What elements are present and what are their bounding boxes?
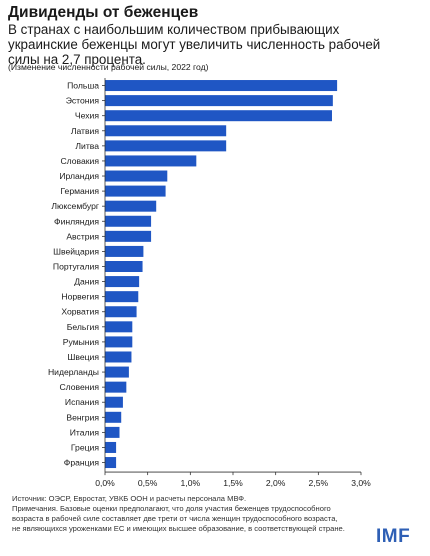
bar bbox=[105, 411, 122, 423]
bar bbox=[105, 110, 332, 122]
chart-title: Дивиденды от беженцев bbox=[8, 4, 199, 21]
bar bbox=[105, 457, 117, 469]
bar bbox=[105, 200, 157, 212]
category-label: Словения bbox=[59, 382, 99, 392]
category-label: Эстония bbox=[66, 96, 100, 106]
imf-logo: IMF bbox=[376, 526, 411, 547]
x-tick-label: 1,5% bbox=[223, 478, 243, 488]
bar bbox=[105, 80, 338, 92]
note-line: Примечания. Базовые оценки предполагают,… bbox=[12, 504, 345, 533]
bar bbox=[105, 261, 143, 272]
x-tick-label: 1,0% bbox=[181, 478, 201, 488]
category-label: Франция bbox=[64, 458, 100, 468]
bar bbox=[105, 306, 137, 318]
category-label: Норвегия bbox=[61, 292, 99, 302]
bar bbox=[105, 381, 127, 393]
category-label: Хорватия bbox=[61, 307, 99, 317]
category-label: Люксембург bbox=[51, 201, 99, 211]
category-label: Швейцария bbox=[53, 246, 99, 256]
category-label: Польша bbox=[67, 81, 99, 91]
category-label: Австрия bbox=[66, 231, 99, 241]
bar bbox=[105, 95, 333, 107]
category-label: Ирландия bbox=[59, 171, 99, 181]
bar bbox=[105, 245, 144, 257]
bar bbox=[105, 351, 132, 363]
category-label: Латвия bbox=[71, 126, 100, 136]
bar bbox=[105, 230, 152, 242]
x-tick-label: 2,5% bbox=[309, 478, 329, 488]
bar bbox=[105, 185, 166, 197]
source-note: Источник: ОЭСР, Евростат, УВКБ ООН и рас… bbox=[12, 494, 347, 534]
bar bbox=[105, 336, 133, 348]
x-tick-label: 0,0% bbox=[95, 478, 115, 488]
bar bbox=[105, 321, 133, 333]
category-label: Греция bbox=[71, 442, 99, 452]
x-tick-label: 0,5% bbox=[138, 478, 158, 488]
bar bbox=[105, 426, 120, 438]
category-label: Испания bbox=[65, 397, 99, 407]
bar bbox=[105, 125, 227, 137]
bar bbox=[105, 291, 139, 303]
unit-note: (Изменение численности рабочей силы, 202… bbox=[8, 62, 209, 72]
chart-subtitle: В странах с наибольшим количеством прибы… bbox=[8, 22, 381, 67]
category-label: Бельгия bbox=[67, 322, 100, 332]
bar bbox=[105, 215, 152, 227]
category-label: Италия bbox=[70, 427, 100, 437]
category-label: Германия bbox=[60, 186, 99, 196]
bar bbox=[105, 396, 123, 408]
source-line: Источник: ОЭСР, Евростат, УВКБ ООН и рас… bbox=[12, 494, 247, 503]
bar-chart: Польша Эстония Чехия Латвия Литва Словакия Ирл… bbox=[48, 78, 371, 488]
x-tick-label: 3,0% bbox=[351, 478, 371, 488]
bar bbox=[105, 170, 168, 182]
category-label: Финляндия bbox=[54, 216, 99, 226]
bar bbox=[105, 441, 117, 453]
x-tick-label: 2,0% bbox=[266, 478, 286, 488]
category-label: Португалия bbox=[53, 262, 99, 272]
category-label: Словакия bbox=[60, 156, 99, 166]
category-label: Дания bbox=[74, 277, 99, 287]
category-label: Румыния bbox=[63, 337, 100, 347]
bar bbox=[105, 276, 140, 288]
bar bbox=[105, 155, 197, 167]
category-label: Литва bbox=[75, 141, 99, 151]
category-label: Чехия bbox=[75, 111, 99, 121]
bar bbox=[105, 366, 129, 378]
bar bbox=[105, 140, 227, 152]
category-label: Швеция bbox=[67, 352, 99, 362]
category-label: Нидерланды bbox=[48, 367, 99, 377]
category-label: Венгрия bbox=[66, 412, 99, 422]
